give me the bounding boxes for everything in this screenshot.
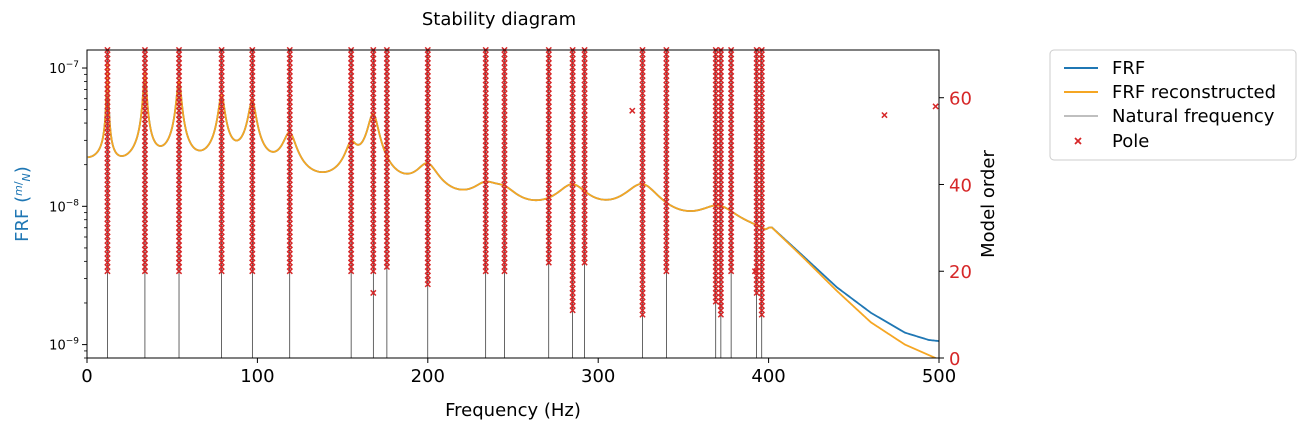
x-tick-label: 100 (240, 366, 274, 387)
left-axis-label-fraction-bar: / (12, 181, 25, 185)
pole-marker (751, 268, 759, 275)
left-axis-label-numerator: m (12, 185, 25, 196)
right-tick-label: 0 (949, 349, 960, 370)
frf-reconstructed-line (87, 63, 938, 358)
right-tick-label: 60 (949, 89, 972, 110)
left-tick-label: 10−7 (49, 60, 79, 77)
frf-lines (87, 63, 939, 358)
left-axis-label-denominator: N (20, 173, 33, 181)
legend-natural-frequency-label: Natural frequency (1112, 106, 1275, 127)
left-tick-label: 10−8 (49, 198, 79, 215)
pole-markers (104, 46, 939, 318)
frf-line (87, 63, 939, 342)
left-axis-label-suffix: ) (12, 166, 33, 173)
left-axis-ticks: 10−9 10−8 10−7 (49, 60, 87, 359)
legend-frf-label: FRF (1112, 58, 1145, 79)
x-axis-ticks: 0 100 200 300 400 500 (81, 358, 956, 387)
left-axis-label-prefix: FRF ( (12, 196, 33, 242)
x-tick-label: 500 (922, 366, 956, 387)
x-tick-label: 300 (581, 366, 615, 387)
plot-frame (86, 49, 940, 359)
left-tick-label: 10−9 (49, 337, 79, 354)
legend-frame (1049, 49, 1297, 161)
legend-frf-reconstructed-label: FRF reconstructed (1112, 82, 1276, 103)
right-tick-label: 40 (949, 175, 972, 196)
legend: FRF FRF reconstructed Natural frequency … (1049, 49, 1297, 161)
x-tick-label: 0 (81, 366, 92, 387)
x-tick-label: 200 (411, 366, 445, 387)
chart-title: Stability diagram (422, 9, 576, 30)
pole-marker (881, 111, 888, 119)
legend-pole-swatch (1074, 137, 1082, 145)
left-axis-label: FRF (m/N) (12, 166, 33, 242)
pole-marker (932, 103, 939, 110)
x-tick-label: 400 (751, 366, 785, 387)
right-tick-label: 20 (949, 262, 972, 283)
right-axis-ticks: 0 20 40 60 (939, 89, 972, 370)
legend-pole-label: Pole (1112, 131, 1149, 152)
pole-marker (629, 107, 636, 114)
right-axis-label: Model order (978, 150, 999, 258)
pole-marker (717, 302, 725, 310)
pole-marker (370, 289, 377, 297)
x-axis-label: Frequency (Hz) (445, 400, 581, 421)
